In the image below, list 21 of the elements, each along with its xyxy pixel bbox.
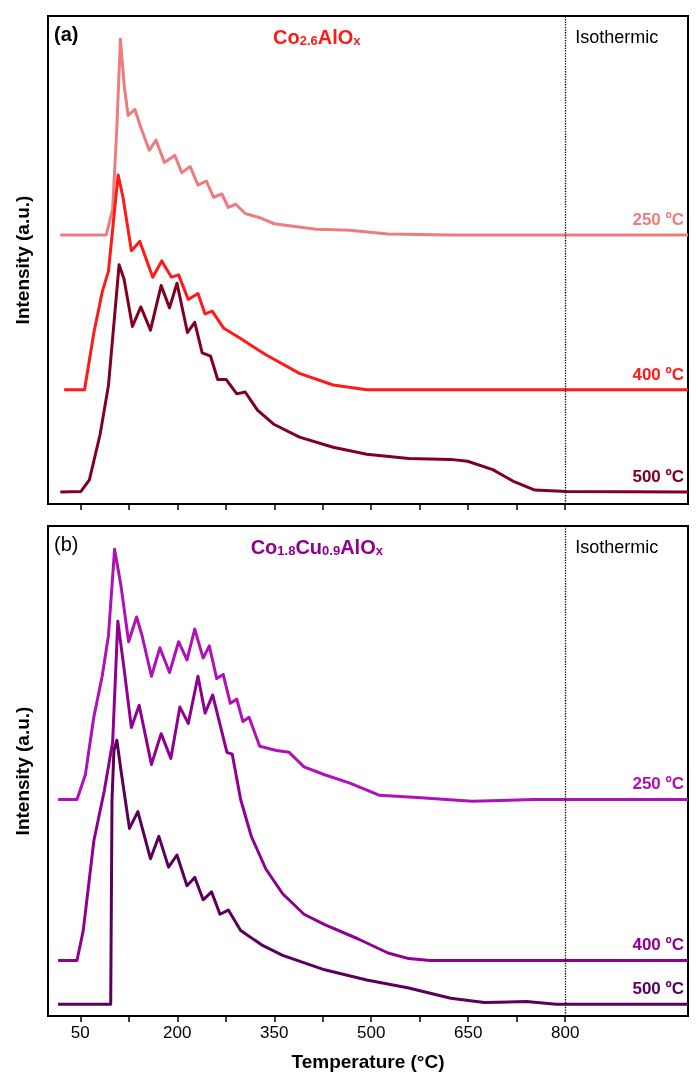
y-axis-title: Intensity (a.u.) <box>11 195 33 325</box>
ref-line-label: Isothermic <box>575 537 659 557</box>
x-tick-label: 800 <box>550 1023 580 1042</box>
x-tick-label: 500 <box>357 1023 386 1042</box>
series-label: 400 ºC <box>632 364 684 384</box>
annotation: (a) <box>54 23 79 45</box>
annotation: (b) <box>54 533 79 555</box>
chart-title: Co1.8Cu0.9AlOx <box>250 535 384 558</box>
series-label: 400 ºC <box>632 935 684 955</box>
y-axis-title: Intensity (a.u.) <box>11 706 33 836</box>
series-label: 250 ºC <box>632 774 684 794</box>
chart-title: Co2.6AlOx <box>273 25 362 48</box>
x-tick-label: 200 <box>163 1023 192 1042</box>
ref-line-label: Isothermic <box>575 27 659 47</box>
x-tick-label: 650 <box>454 1023 483 1042</box>
series-label: 500 ºC <box>632 466 684 486</box>
series-label: 500 ºC <box>632 979 684 999</box>
x-tick-label: 350 <box>260 1023 289 1042</box>
x-axis-title: Temperature (°C) <box>291 1051 445 1072</box>
x-tick-label: 50 <box>70 1023 90 1042</box>
series-label: 250 ºC <box>632 209 684 229</box>
